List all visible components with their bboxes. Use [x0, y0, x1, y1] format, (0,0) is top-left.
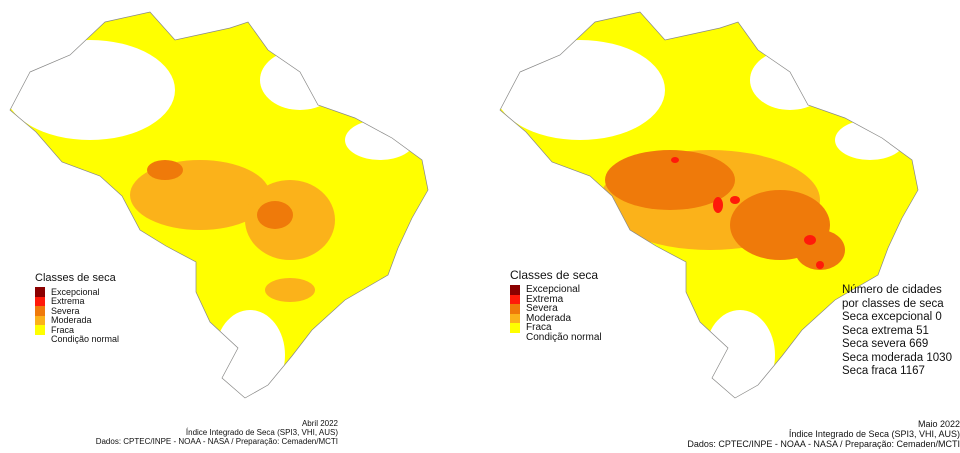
legend-item: Excepcional: [510, 284, 602, 296]
legend-label: Moderada: [526, 312, 572, 324]
legend-may: Classes de seca Excepcional Extrema Severa…: [510, 268, 602, 343]
caption-source: Dados: CPTEC/INPE - NOAA - NASA / Prepar…: [687, 439, 960, 449]
legend-swatch: [510, 285, 520, 295]
legend-item: Condição normal: [510, 331, 602, 343]
legend-item: Moderada: [35, 315, 119, 326]
caption-may: Maio 2022 Índice Integrado de Seca (SPI3…: [687, 419, 960, 449]
legend-item: Severa: [35, 306, 119, 316]
legend-item: Extrema: [35, 296, 119, 307]
legend-swatch: [35, 306, 45, 316]
legend-item: Fraca: [510, 322, 602, 334]
legend-swatch: [35, 315, 45, 325]
legend-title: Classes de seca: [510, 268, 599, 282]
legend-label: Extrema: [51, 296, 85, 307]
stat-extrema: Seca extrema 51: [842, 324, 929, 337]
legend-label: Extrema: [526, 293, 564, 305]
legend-swatch: [510, 313, 520, 323]
legend-label: Excepcional: [526, 284, 580, 296]
legend-swatch: [510, 332, 520, 342]
map-april: [9, 11, 429, 399]
legend-swatch: [510, 294, 520, 304]
caption-source: Dados: CPTEC/INPE - NOAA - NASA / Prepar…: [95, 437, 338, 446]
legend-item: Extrema: [510, 293, 602, 305]
legend-item: Condição normal: [35, 334, 120, 345]
caption-date: Abril 2022: [301, 419, 338, 428]
legend-swatch: [35, 287, 45, 297]
legend-label: Severa: [51, 305, 80, 316]
caption-april: Abril 2022 Índice Integrado de Seca (SPI…: [96, 419, 338, 446]
legend-label: Fraca: [526, 322, 552, 334]
legend-label: Excepcional: [51, 286, 100, 297]
legend-swatch: [510, 323, 520, 333]
city-count-stats: Número de cidades por classes de seca Se…: [842, 284, 952, 379]
stat-fraca: Seca fraca 1167: [842, 365, 925, 377]
legend-label: Severa: [526, 303, 558, 315]
stat-excepcional: Seca excepcional 0: [842, 311, 942, 323]
stat-moderada: Seca moderada 1030: [842, 351, 952, 364]
stat-severa: Seca severa 669: [842, 338, 929, 350]
legend-swatch: [35, 334, 45, 344]
legend-april: Classes de seca Excepcional Extrema Severa…: [35, 272, 119, 344]
legend-swatch: [35, 296, 45, 306]
caption-date: Maio 2022: [917, 419, 960, 429]
caption-index: Índice Integrado de Seca (SPI3, VHI, AUS…: [788, 429, 960, 439]
legend-item: Severa: [510, 303, 602, 315]
caption-index: Índice Integrado de Seca (SPI3, VHI, AUS…: [185, 428, 338, 437]
legend-swatch: [510, 304, 520, 314]
legend-label: Moderada: [51, 315, 92, 326]
legend-item: Excepcional: [35, 287, 119, 297]
map-may: [499, 11, 919, 399]
legend-item: Moderada: [510, 312, 602, 324]
legend-label: Condição normal: [51, 334, 120, 345]
legend-label: Condição normal: [526, 331, 602, 343]
legend-item: Fraca: [35, 325, 119, 335]
legend-label: Fraca: [51, 324, 75, 335]
stats-heading-1: Número de cidades: [842, 284, 942, 296]
legend-title: Classes de seca: [35, 272, 116, 284]
legend-swatch: [35, 325, 45, 335]
stats-heading-2: por classes de seca: [842, 297, 944, 310]
